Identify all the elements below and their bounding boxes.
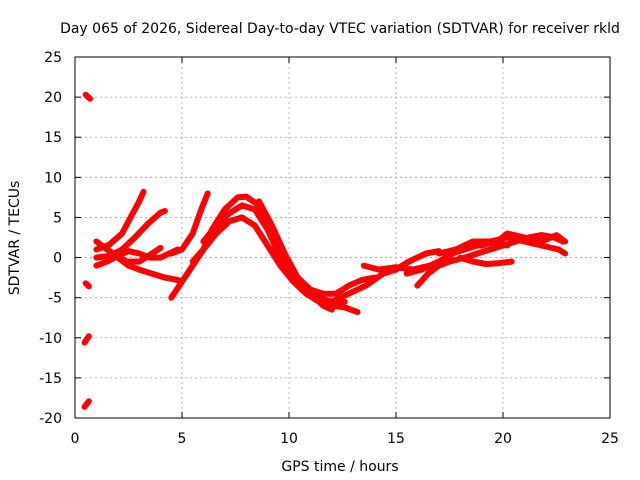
series-track-11 [328, 248, 442, 305]
series-track-13 [403, 242, 481, 277]
grid-lines [75, 57, 610, 418]
y-tick-label: 15 [44, 130, 62, 146]
series-track-10 [256, 198, 378, 297]
series-track-6 [168, 190, 211, 257]
series-track-15 [435, 234, 569, 257]
series-track-9 [200, 202, 348, 305]
x-axis-label: GPS time / hours [281, 459, 398, 475]
y-tick-label: 5 [53, 210, 62, 226]
y-tick-label: 10 [44, 170, 62, 186]
data-series [81, 91, 569, 410]
series-track-8 [189, 214, 361, 316]
y-tick-label: -15 [39, 371, 62, 387]
chart-title: Day 065 of 2026, Sidereal Day-to-day VTE… [60, 21, 620, 37]
plot-frame [74, 56, 611, 419]
x-tick-label: 15 [387, 431, 405, 447]
x-tick-label: 0 [71, 431, 80, 447]
y-tick-label: -5 [48, 291, 62, 307]
x-tick-label: 20 [494, 431, 512, 447]
x-tick-label: 5 [178, 431, 187, 447]
series-track-17 [489, 230, 569, 249]
series-track-5 [97, 242, 164, 265]
axis-ticks: 0 5 10 15 20 25 25 20 15 10 5 0 -5 -10 -15 -20 [39, 50, 619, 447]
y-tick-label: 20 [44, 90, 62, 106]
series-track-21 [81, 398, 92, 410]
series-track-4 [93, 246, 181, 269]
series-track-14 [414, 232, 566, 289]
x-tick-label: 10 [280, 431, 298, 447]
series-track-2 [93, 208, 168, 261]
series-track-18 [82, 91, 93, 102]
y-tick-label: 0 [53, 251, 62, 267]
series-track-16 [457, 254, 515, 267]
y-tick-label: -20 [39, 411, 62, 427]
y-axis-label: SDTVAR / TECUs [7, 181, 23, 296]
y-tick-label: 25 [44, 50, 62, 66]
y-tick-label: -10 [39, 331, 62, 347]
series-track-20 [81, 333, 92, 346]
x-tick-label: 25 [601, 431, 619, 447]
series-track-1 [93, 188, 147, 253]
series-track-19 [82, 280, 92, 290]
